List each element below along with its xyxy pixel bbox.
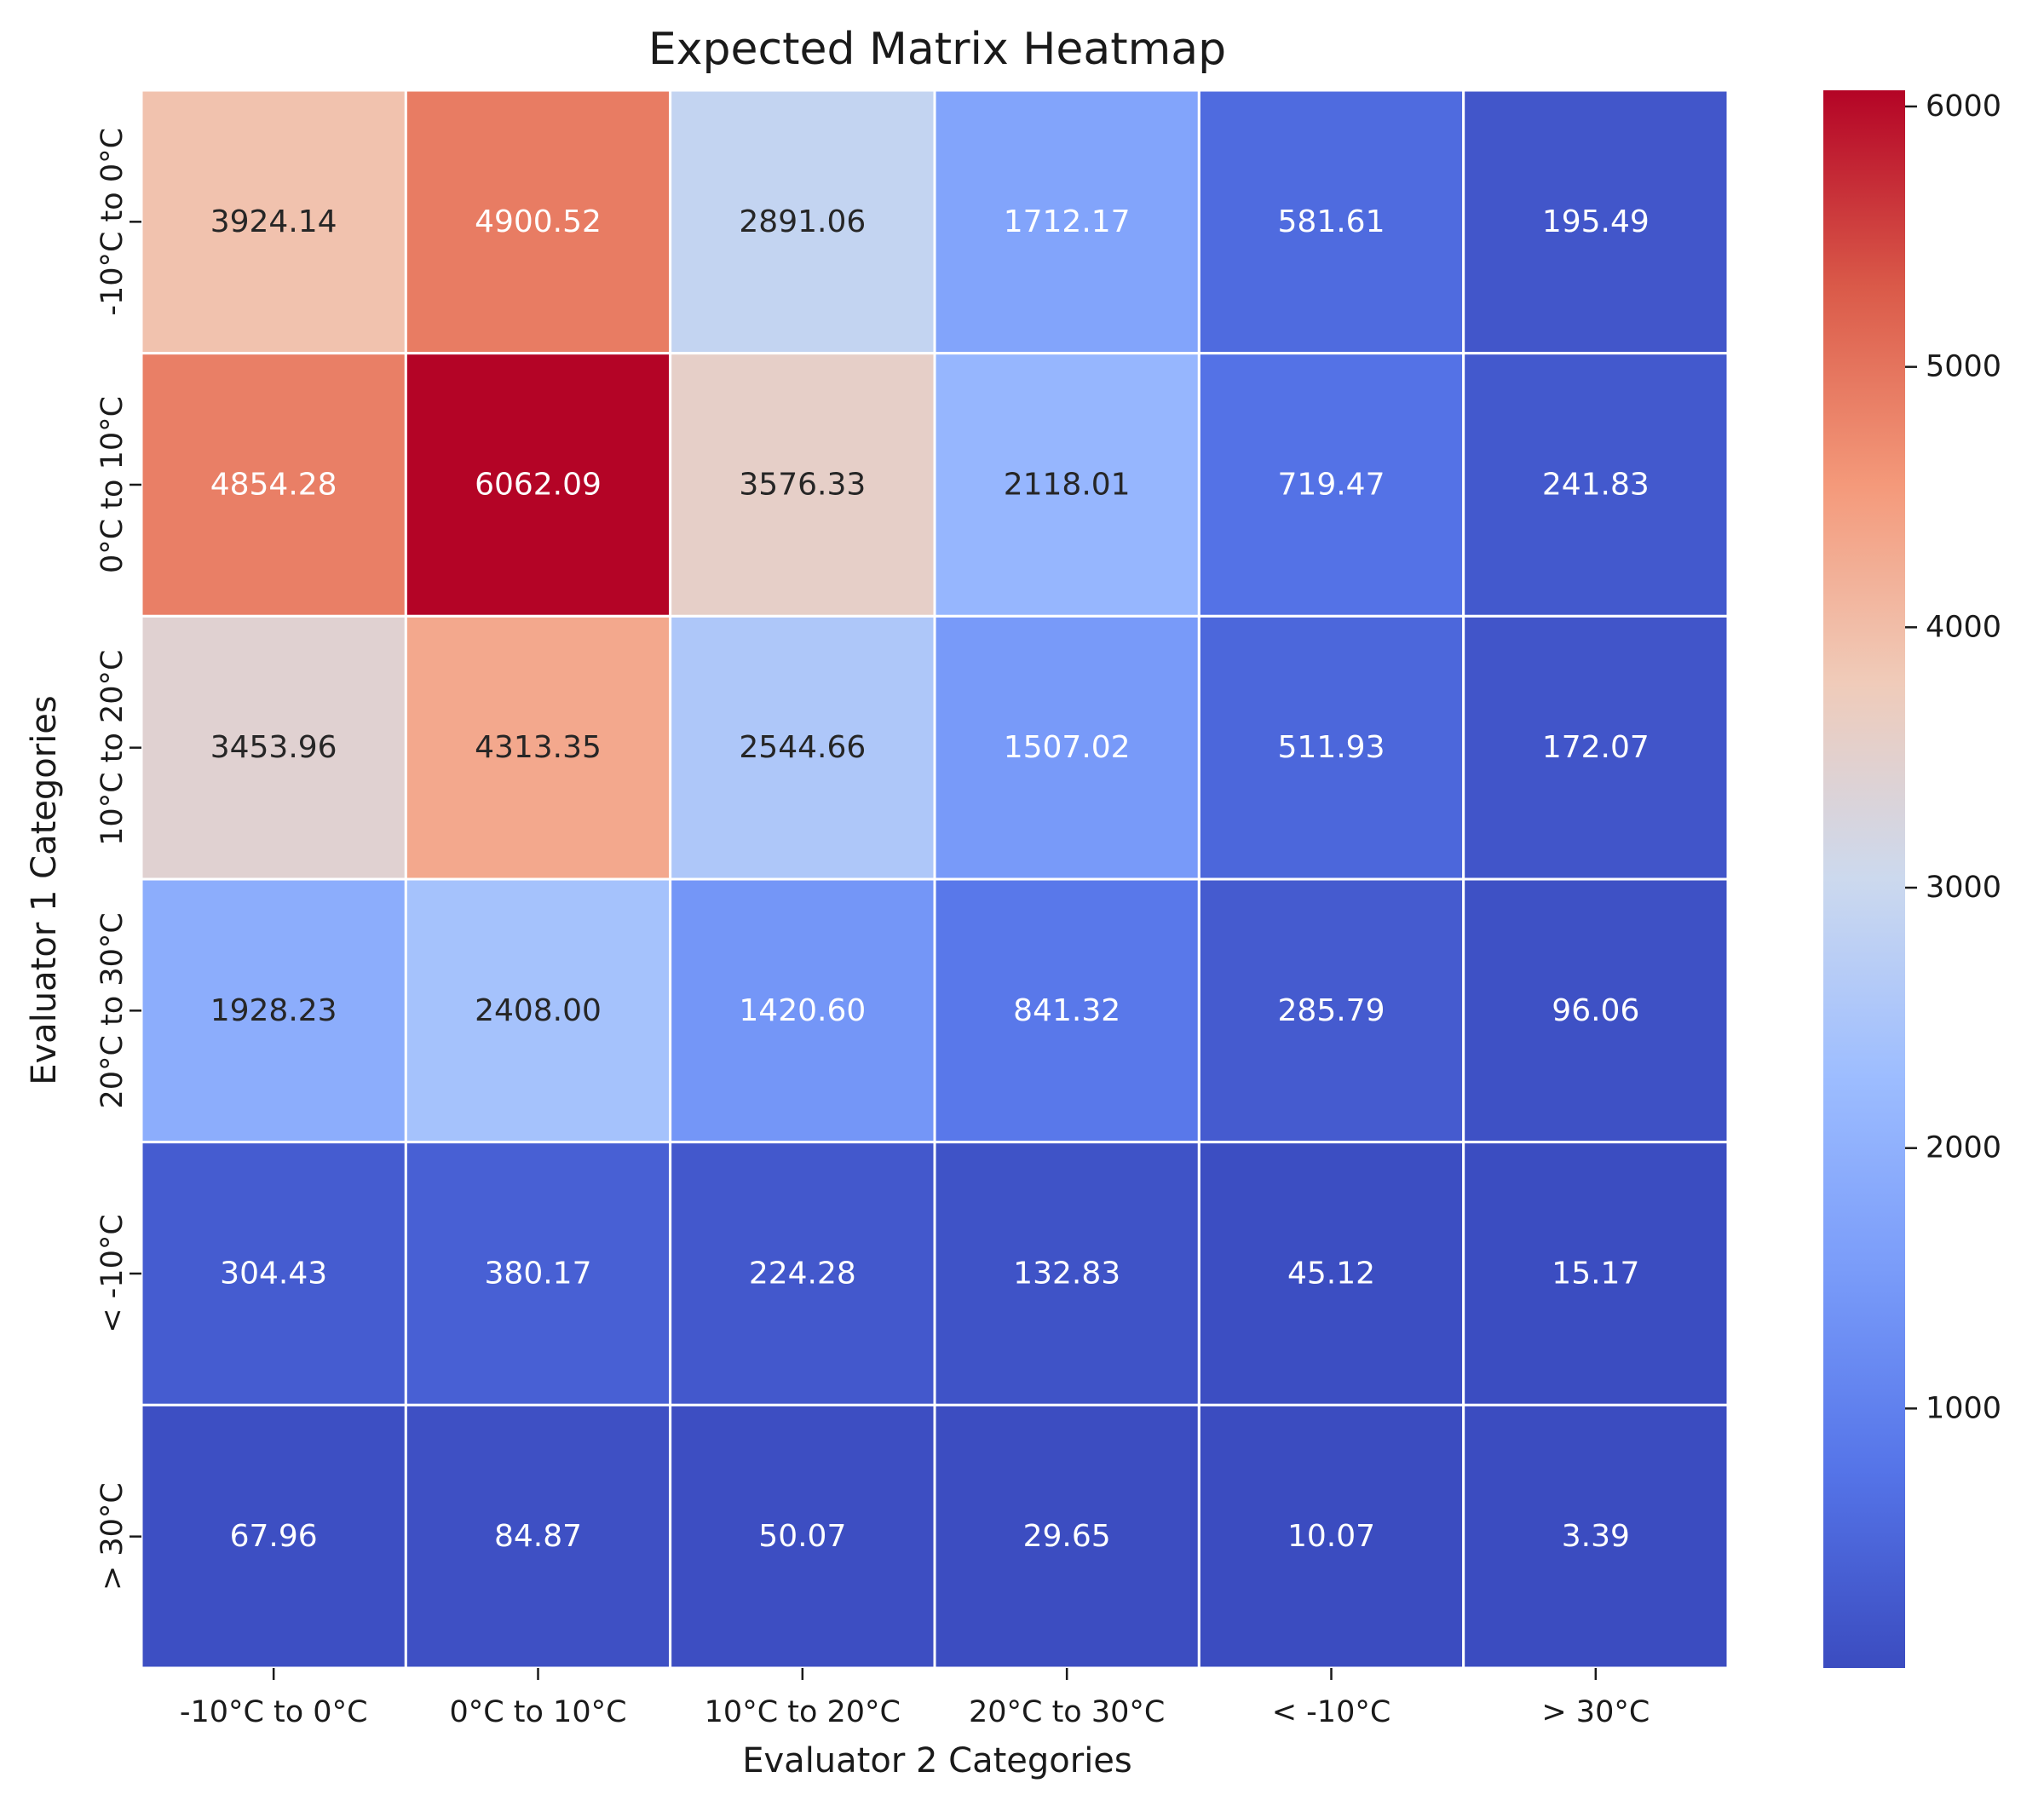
cell-value-label: 3.39 — [1562, 1519, 1630, 1554]
x-tick-label: < -10°C — [1272, 1695, 1391, 1729]
y-axis: -10°C to 0°C 0°C to 10°C 10°C to 20°C 20°C … — [95, 128, 141, 1590]
heatmap-cell — [933, 89, 1200, 355]
cell-value-label: 132.83 — [1013, 1257, 1120, 1291]
heatmap-cell — [1197, 1403, 1465, 1670]
colorbar-tick-label: 6000 — [1926, 89, 2001, 124]
cell-value-label: 304.43 — [220, 1257, 327, 1291]
heatmap-cell — [404, 877, 672, 1144]
heatmap-cell — [669, 1141, 936, 1406]
chart-title: Expected Matrix Heatmap — [648, 24, 1226, 75]
colorbar: 1000 2000 3000 4000 5000 6000 — [1823, 89, 2001, 1668]
heatmap-cell — [140, 1141, 407, 1406]
heatmap-cell — [404, 89, 672, 355]
colorbar-tick-label: 5000 — [1926, 350, 2001, 384]
x-tick-label: 20°C to 30°C — [969, 1695, 1165, 1729]
cell-value-label: 4900.52 — [475, 204, 602, 239]
heatmap-cell — [1197, 877, 1465, 1144]
cell-value-label: 380.17 — [485, 1257, 592, 1291]
cell-value-label: 172.07 — [1542, 730, 1650, 765]
cell-value-label: 2891.06 — [739, 204, 866, 239]
cell-value-label: 2118.01 — [1004, 468, 1131, 503]
cell-value-label: 1420.60 — [739, 993, 866, 1028]
cell-value-label: 224.28 — [749, 1257, 856, 1291]
cell-value-label: 3924.14 — [210, 204, 337, 239]
cell-value-label: 84.87 — [494, 1519, 582, 1554]
cell-value-label: 96.06 — [1552, 993, 1639, 1028]
y-axis-label: Evaluator 1 Categories — [25, 695, 64, 1085]
heatmap-cell — [933, 614, 1200, 881]
cell-value-label: 719.47 — [1278, 468, 1385, 503]
cell-value-label: 1712.17 — [1004, 204, 1131, 239]
y-tick-label: < -10°C — [95, 1214, 130, 1333]
cell-value-label: 4854.28 — [210, 468, 337, 503]
cell-value-label: 1507.02 — [1004, 730, 1131, 765]
x-tick-label: 10°C to 20°C — [705, 1695, 901, 1729]
y-tick-label: > 30°C — [95, 1482, 130, 1590]
heatmap-cell — [404, 614, 672, 881]
y-tick-label: 0°C to 10°C — [95, 396, 130, 573]
heatmap-cell — [1462, 1403, 1730, 1670]
heatmap-cell — [933, 877, 1200, 1144]
cell-value-label: 67.96 — [230, 1519, 318, 1554]
cell-value-label: 1928.23 — [210, 993, 337, 1028]
cell-value-label: 2408.00 — [475, 993, 602, 1028]
heatmap-cell — [140, 1403, 407, 1670]
colorbar-tick-label: 2000 — [1926, 1131, 2001, 1165]
heatmap-cell — [140, 614, 407, 881]
heatmap-cell — [933, 352, 1200, 618]
x-tick-label: -10°C to 0°C — [180, 1695, 368, 1729]
cell-value-label: 3576.33 — [739, 468, 866, 503]
heatmap-cell — [1197, 614, 1465, 881]
x-axis-label: Evaluator 2 Categories — [742, 1741, 1132, 1780]
heatmap-cell — [669, 877, 936, 1144]
cell-value-label: 2544.66 — [739, 730, 866, 765]
cell-value-label: 511.93 — [1278, 730, 1385, 765]
x-tick-label: > 30°C — [1541, 1695, 1650, 1729]
heatmap-cell — [669, 614, 936, 881]
cell-value-label: 285.79 — [1278, 993, 1385, 1028]
cell-value-label: 841.32 — [1013, 993, 1120, 1028]
heatmap-cell — [140, 89, 407, 355]
cell-value-label: 195.49 — [1542, 204, 1650, 239]
cell-value-label: 581.61 — [1278, 204, 1385, 239]
colorbar-tick-label: 1000 — [1926, 1391, 2001, 1425]
heatmap-cell — [1462, 877, 1730, 1144]
heatmap-cell — [933, 1141, 1200, 1406]
heatmap-cell — [1462, 1141, 1730, 1406]
colorbar-tick-label: 3000 — [1926, 871, 2001, 905]
heatmap-cell — [1462, 352, 1730, 618]
cell-value-label: 45.12 — [1287, 1257, 1375, 1291]
heatmap-cell — [1462, 614, 1730, 881]
heatmap-cell — [404, 352, 672, 618]
cell-value-label: 10.07 — [1287, 1519, 1375, 1554]
cell-value-label: 4313.35 — [475, 730, 602, 765]
heatmap-cell — [1462, 89, 1730, 355]
y-tick-label: 10°C to 20°C — [95, 649, 130, 845]
cell-value-label: 15.17 — [1552, 1257, 1639, 1291]
heatmap-cell — [1197, 1141, 1465, 1406]
heatmap-cells: 3924.14 4900.52 2891.06 1712.17 581.61 195.49… — [140, 89, 1730, 1670]
heatmap-cell — [669, 89, 936, 355]
colorbar-tick-label: 4000 — [1926, 610, 2001, 644]
cell-value-label: 29.65 — [1023, 1519, 1111, 1554]
cell-value-label: 3453.96 — [210, 730, 337, 765]
cell-value-label: 50.07 — [758, 1519, 846, 1554]
y-tick-label: 20°C to 30°C — [95, 912, 130, 1108]
x-tick-label: 0°C to 10°C — [449, 1695, 626, 1729]
y-tick-label: -10°C to 0°C — [95, 128, 130, 316]
heatmap-cell — [1197, 89, 1465, 355]
x-axis: -10°C to 0°C 0°C to 10°C 10°C to 20°C 20°C … — [180, 1668, 1650, 1729]
colorbar-gradient — [1823, 90, 1905, 1668]
cell-value-label: 241.83 — [1542, 468, 1650, 503]
cell-value-label: 6062.09 — [475, 468, 602, 503]
heatmap-cell — [140, 877, 407, 1144]
